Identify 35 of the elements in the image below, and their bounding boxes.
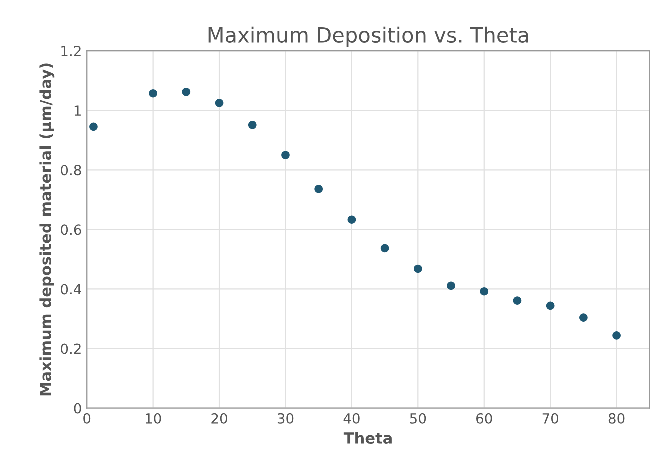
point <box>447 282 456 290</box>
x-tick-label: 60 <box>476 413 492 424</box>
x-tick-label: 80 <box>608 413 625 424</box>
y-tick-label: 0.4 <box>61 284 82 295</box>
point <box>149 89 158 98</box>
point <box>380 244 390 253</box>
point <box>215 98 224 108</box>
point <box>414 264 422 274</box>
y-axis-title: Maximum deposited material (µm/day) <box>40 64 55 396</box>
point <box>90 122 98 132</box>
y-tick-label: 0.6 <box>61 224 82 236</box>
y-tick-label: 0.2 <box>61 344 81 354</box>
point <box>248 121 257 130</box>
x-tick-label: 30 <box>278 413 294 424</box>
point <box>546 302 555 310</box>
x-tick-label: 70 <box>542 413 558 424</box>
y-tick-label: 0 <box>74 403 82 414</box>
point <box>580 314 588 322</box>
point <box>348 216 356 224</box>
y-tick-label: 1.2 <box>62 46 81 56</box>
point <box>182 88 191 96</box>
point <box>612 332 621 340</box>
x-tick-label: 20 <box>212 413 228 424</box>
x-tick-label: 0 <box>84 413 91 424</box>
point <box>480 287 489 296</box>
y-tick-label: 0.8 <box>61 165 82 176</box>
point <box>282 151 290 160</box>
y-tick-label: 1 <box>74 106 81 116</box>
x-tick-label: 10 <box>146 413 162 424</box>
x-tick-label: 40 <box>344 413 360 424</box>
point <box>314 185 324 194</box>
x-axis-title: Theta <box>344 432 392 444</box>
point <box>513 296 522 306</box>
x-tick-label: 50 <box>410 413 426 424</box>
chart-title: Maximum Deposition vs. Theta <box>208 26 528 48</box>
